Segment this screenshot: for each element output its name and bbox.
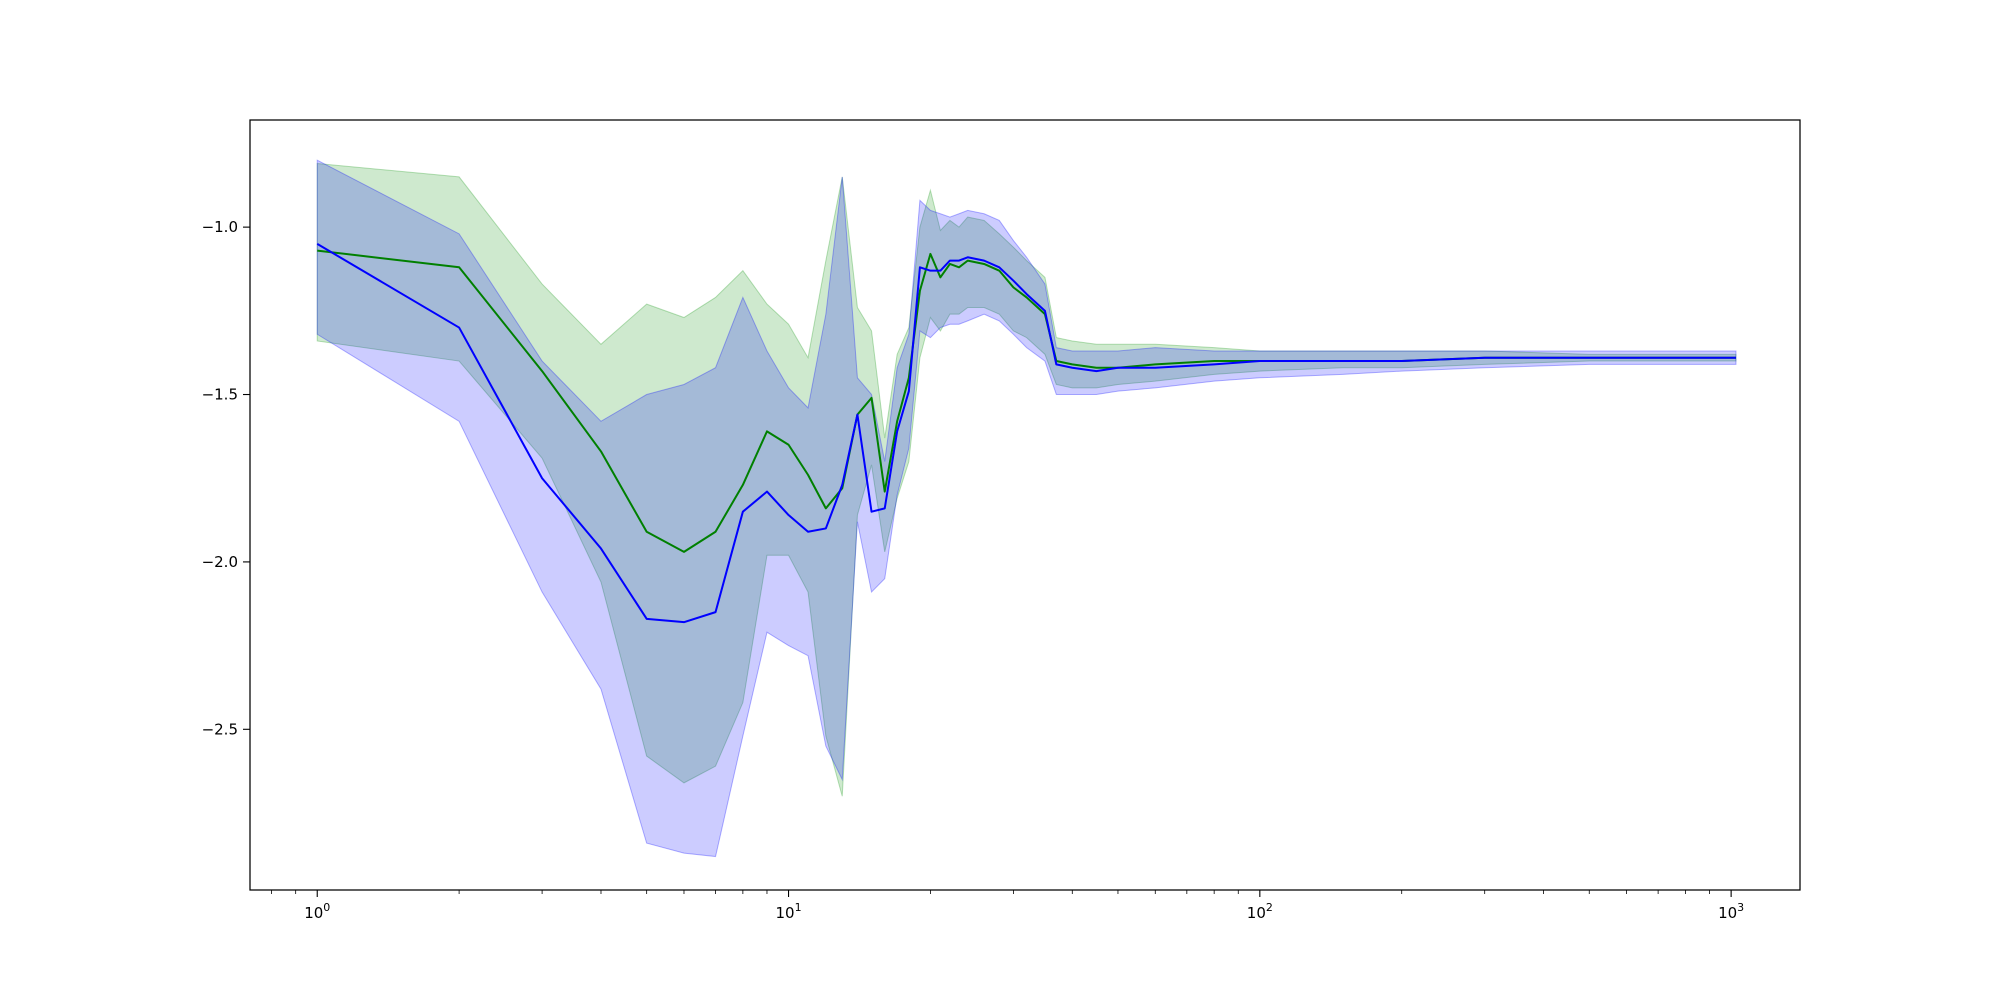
confidence-bands [316,159,1737,858]
y-tick-label: −2.0 [202,553,238,571]
series-2-line [316,243,1736,624]
series-1-band [316,162,1737,797]
plot-frame [249,119,1801,891]
series-lines [316,243,1736,624]
series-2-band [316,159,1737,858]
y-tick-label: −1.0 [202,218,238,236]
y-tick-label: −2.5 [202,720,238,738]
y-axis: −1.0 −1.5 −2.0 −2.5 [202,218,250,738]
y-tick-label: −1.5 [202,386,238,404]
series-1-line [317,249,1736,553]
